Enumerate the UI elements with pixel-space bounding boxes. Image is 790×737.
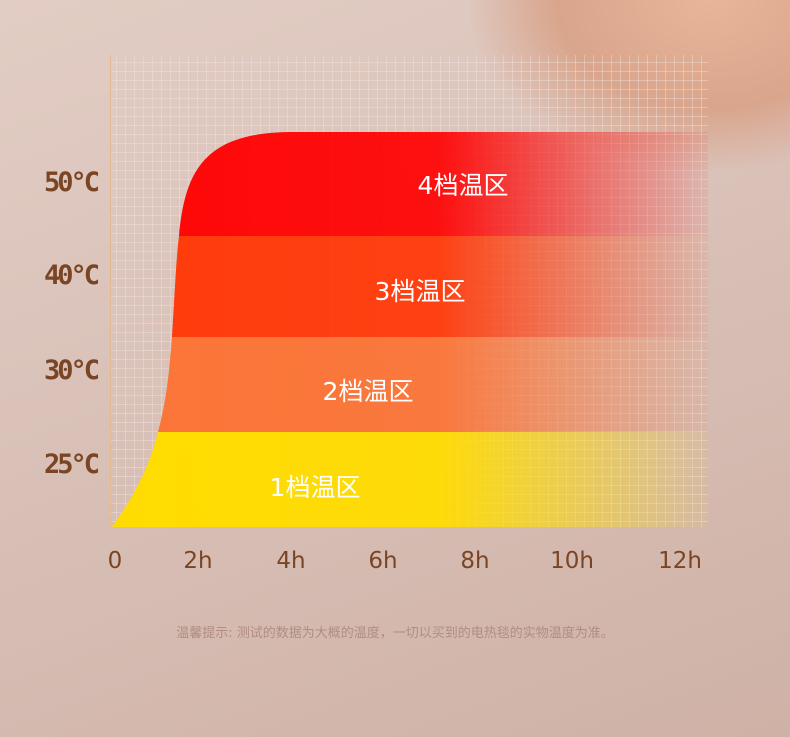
band-label: 2档温区 — [322, 377, 414, 406]
x-tick-label: 2h — [183, 548, 213, 574]
x-tick-label: 6h — [368, 548, 398, 574]
x-tick-label: 0 — [107, 548, 123, 574]
y-tick-label: 25°C — [44, 449, 100, 480]
band-label: 1档温区 — [269, 473, 361, 502]
band-1 — [112, 432, 708, 527]
band-3 — [112, 236, 708, 337]
y-tick-label: 40°C — [44, 260, 100, 291]
x-tick-label: 8h — [460, 548, 490, 574]
y-tick-label: 50°C — [44, 167, 100, 198]
x-tick-label: 10h — [550, 548, 594, 574]
band-label: 3档温区 — [374, 277, 466, 306]
band-2 — [112, 337, 708, 432]
band-label: 4档温区 — [417, 171, 509, 200]
x-tick-label: 4h — [276, 548, 306, 574]
footnote: 温馨提示: 测试的数据为大概的温度，一切以买到的电热毯的实物温度为准。 — [176, 626, 614, 641]
y-tick-label: 30°C — [44, 355, 100, 386]
x-tick-label: 12h — [658, 548, 702, 574]
